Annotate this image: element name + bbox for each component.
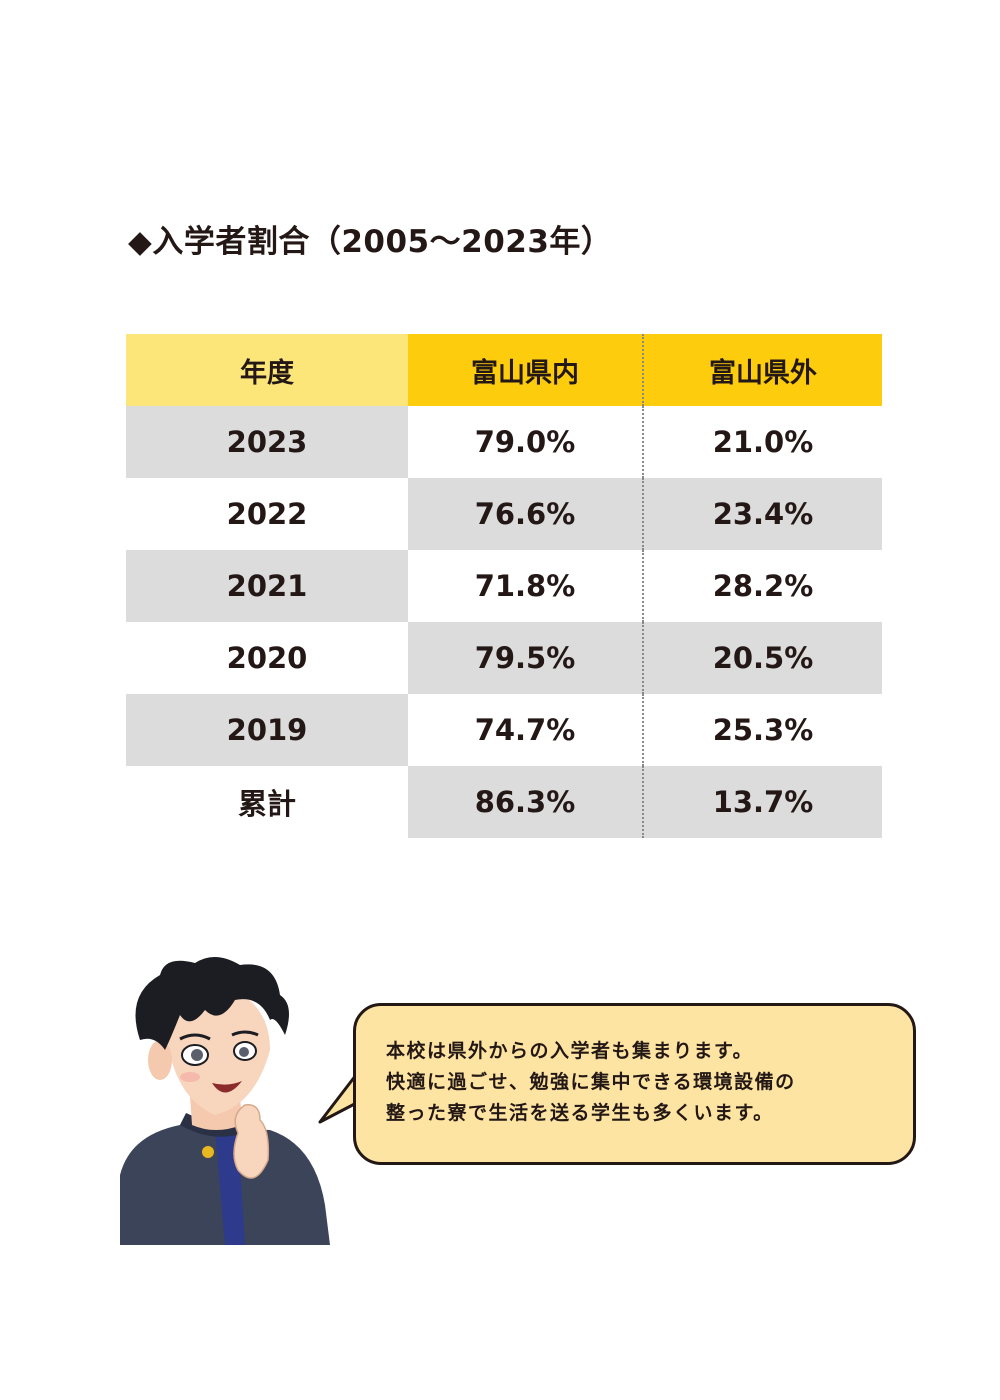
speech-text: 本校は県外からの入学者も集まります。 快適に過ごせ、勉強に集中できる環境設備の … [386, 1036, 796, 1129]
speech-line: 本校は県外からの入学者も集まります。 [386, 1040, 754, 1062]
year-cell: 2022 [126, 478, 408, 550]
table-row: 2022 76.6% 23.4% [126, 478, 882, 550]
year-cell: 2019 [126, 694, 408, 766]
outside-cell: 23.4% [644, 478, 882, 550]
inside-cell: 86.3% [408, 766, 644, 838]
year-cell: 累計 [126, 766, 408, 838]
speech-line: 快適に過ごせ、勉強に集中できる環境設備の [386, 1071, 796, 1093]
inside-cell: 74.7% [408, 694, 644, 766]
outside-cell: 20.5% [644, 622, 882, 694]
table-row: 累計 86.3% 13.7% [126, 766, 882, 838]
table-row: 2023 79.0% 21.0% [126, 406, 882, 478]
inside-cell: 71.8% [408, 550, 644, 622]
header-year: 年度 [126, 334, 408, 406]
table-row: 2020 79.5% 20.5% [126, 622, 882, 694]
student-character-illustration [120, 956, 330, 1245]
outside-cell: 13.7% [644, 766, 882, 838]
year-cell: 2020 [126, 622, 408, 694]
year-cell: 2023 [126, 406, 408, 478]
enrollment-ratio-table: 年度 富山県内 富山県外 2023 79.0% 21.0% 2022 76.6%… [126, 334, 882, 838]
page-title: ◆入学者割合（2005～2023年） [128, 224, 613, 260]
year-cell: 2021 [126, 550, 408, 622]
header-outside-toyama: 富山県外 [644, 334, 882, 406]
outside-cell: 21.0% [644, 406, 882, 478]
inside-cell: 79.0% [408, 406, 644, 478]
table-row: 2019 74.7% 25.3% [126, 694, 882, 766]
table-row: 2021 71.8% 28.2% [126, 550, 882, 622]
header-inside-toyama: 富山県内 [408, 334, 644, 406]
speech-bubble: 本校は県外からの入学者も集まります。 快適に過ごせ、勉強に集中できる環境設備の … [353, 1003, 916, 1165]
inside-cell: 76.6% [408, 478, 644, 550]
table-header-row: 年度 富山県内 富山県外 [126, 334, 882, 406]
speech-line: 整った寮で生活を送る学生も多くいます。 [386, 1102, 774, 1124]
outside-cell: 28.2% [644, 550, 882, 622]
inside-cell: 79.5% [408, 622, 644, 694]
outside-cell: 25.3% [644, 694, 882, 766]
